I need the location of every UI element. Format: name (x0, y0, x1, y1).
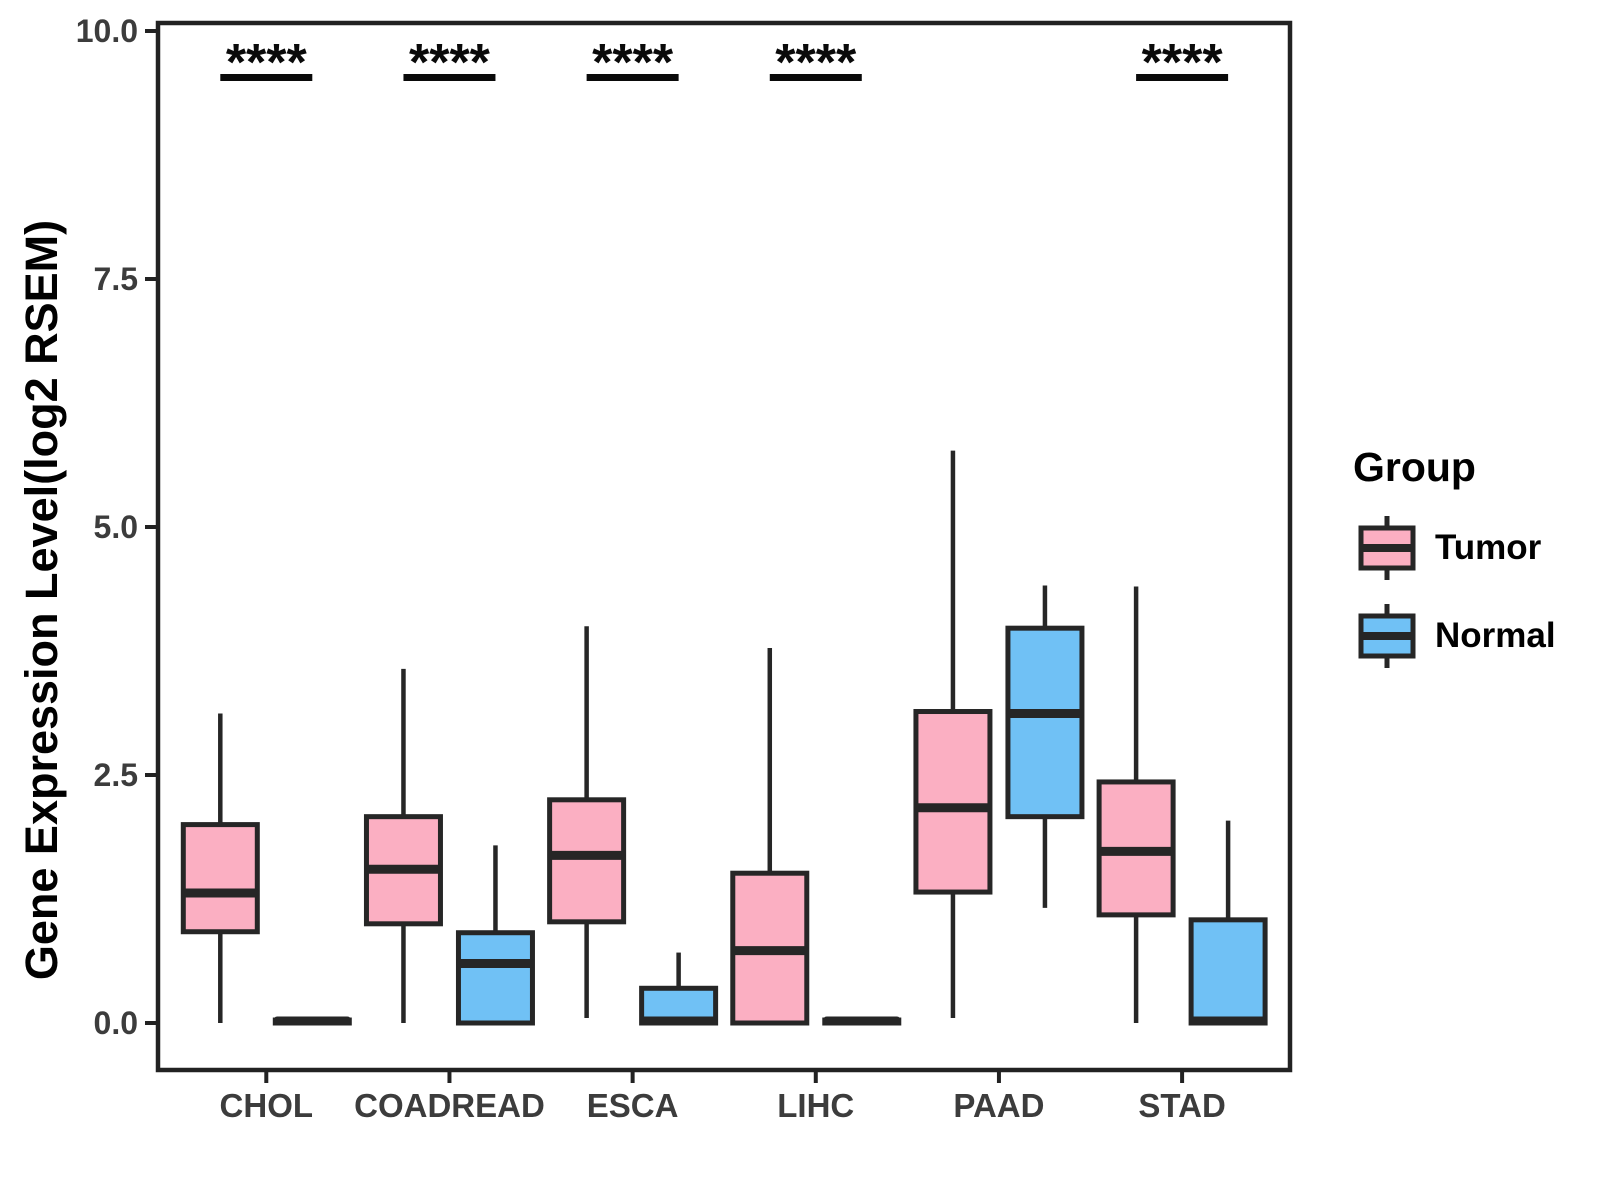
normal-boxplot-key-icon (1358, 604, 1416, 668)
box-ESCA-Tumor-median (547, 850, 626, 860)
significance-bar-ESCA (586, 74, 679, 81)
legend-label-tumor: Tumor (1435, 528, 1542, 567)
significance-stars-ESCA: **** (592, 34, 674, 92)
box-STAD-Normal-median (1189, 1016, 1268, 1026)
box-COADREAD-Normal-median (456, 958, 535, 968)
box-CHOL-Normal-median (273, 1016, 352, 1026)
y-tick-label: 7.5 (94, 261, 138, 297)
tumor-boxplot-key-icon (1358, 516, 1416, 580)
significance-bar-LIHC (769, 74, 862, 81)
box-STAD-Tumor-median (1097, 846, 1176, 856)
y-tick-label: 0.0 (94, 1005, 138, 1041)
x-tick-label-STAD: STAD (1138, 1087, 1225, 1124)
y-tick-label: 5.0 (94, 509, 138, 545)
box-LIHC-Normal-median (822, 1016, 901, 1026)
box-COADREAD-Normal (455, 930, 535, 1026)
x-tick-label-ESCA: ESCA (587, 1087, 679, 1124)
significance-bar-STAD (1136, 74, 1229, 81)
box-ESCA-Tumor (547, 797, 627, 925)
box-COADREAD-Tumor-median (364, 864, 443, 874)
significance-stars-COADREAD: **** (409, 34, 491, 92)
box-PAAD-Normal (1005, 625, 1085, 820)
legend-label-normal: Normal (1435, 616, 1556, 655)
x-tick-label-LIHC: LIHC (777, 1087, 854, 1124)
box-STAD-Normal (1188, 917, 1268, 1026)
box-PAAD-Normal-median (1005, 708, 1084, 718)
box-ESCA-Normal-median (639, 1016, 718, 1026)
y-tick-label: 10.0 (76, 13, 138, 49)
legend-entry-normal: Normal (1353, 599, 1556, 673)
x-tick-label-PAAD: PAAD (953, 1087, 1044, 1124)
significance-bar-CHOL (220, 74, 313, 81)
x-tick-label-CHOL: CHOL (220, 1087, 314, 1124)
significance-stars-CHOL: **** (226, 34, 308, 92)
box-CHOL-Tumor-median (181, 888, 260, 898)
box-CHOL-Tumor (180, 822, 260, 935)
significance-bar-COADREAD (403, 74, 496, 81)
panel-border (155, 20, 1293, 1073)
legend-title: Group (1353, 444, 1476, 490)
x-tick-label-COADREAD: COADREAD (354, 1087, 545, 1124)
box-PAAD-Tumor (913, 709, 993, 895)
y-tick-label: 2.5 (94, 757, 138, 793)
y-axis-title: Gene Expression Level(log2 RSEM) (16, 219, 67, 981)
box-PAAD-Tumor-median (913, 803, 992, 813)
legend-entry-tumor: Tumor (1353, 511, 1556, 585)
box-LIHC-Tumor-median (730, 946, 809, 956)
significance-stars-STAD: **** (1142, 34, 1224, 92)
significance-stars-LIHC: **** (775, 34, 857, 92)
legend: Group Tumor Normal (1353, 444, 1556, 687)
